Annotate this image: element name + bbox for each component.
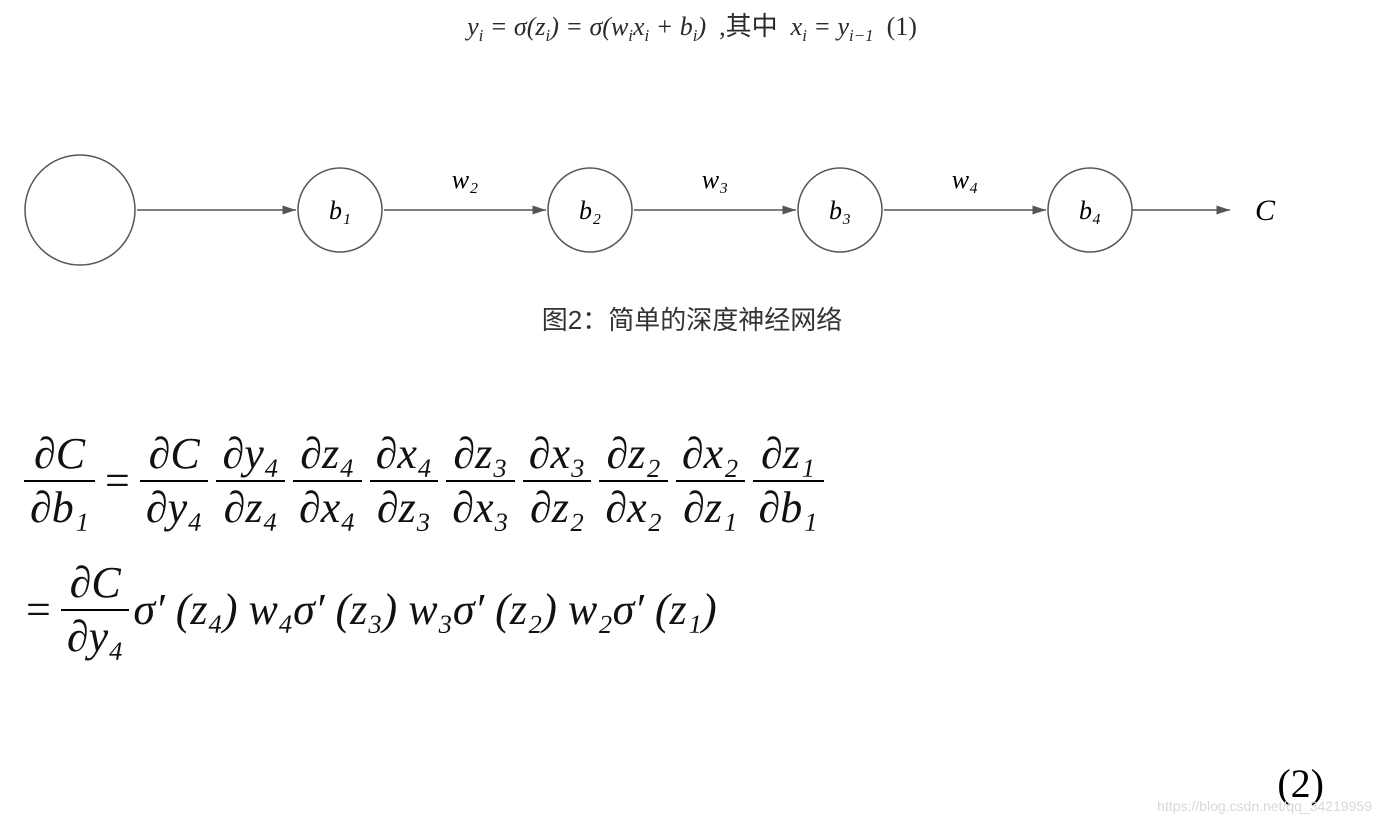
node-label-n4: b₄ — [1079, 196, 1101, 225]
watermark: https://blog.csdn.net/qq_34219959 — [1157, 798, 1372, 814]
eq2-rhs-frac-7: ∂x₂∂z₁ — [676, 430, 745, 533]
node-label-n2: b₂ — [579, 196, 601, 225]
eq2-rhs-frac-1: ∂y₄∂z₄ — [216, 430, 285, 533]
network-svg: b₁ b₂ b₃ b₄ w₂ w₃ w₄ C — [10, 140, 1374, 280]
eq2-line2-tail: σ′ (z₄) w₄σ′ (z₃) w₃σ′ (z₂) w₂σ′ (z₁) — [133, 585, 716, 634]
eq2-rhs-frac-5: ∂x₃∂z₂ — [523, 430, 592, 533]
equation-2-line2: =∂C∂y₄σ′ (z₄) w₄σ′ (z₃) w₃σ′ (z₂) w₂σ′ (… — [20, 559, 828, 662]
equation-1: yi = σ(zi) = σ(wixi + bi) ,其中 xi = yi−1 … — [0, 6, 1384, 46]
eq2-rhs-frac-8: ∂z₁∂b₁ — [753, 430, 824, 533]
eq2-rhs-frac-2: ∂z₄∂x₄ — [293, 430, 362, 533]
eq2-rhs-frac-3: ∂x₄∂z₃ — [370, 430, 439, 533]
eq2-line2-frac: ∂C∂y₄ — [61, 559, 130, 662]
edge-label-n3-n4: w₄ — [952, 165, 978, 194]
equation-2-line1: ∂C∂b₁=∂C∂y₄∂y₄∂z₄∂z₄∂x₄∂x₄∂z₃∂z₃∂x₃∂x₃∂z… — [20, 430, 828, 533]
eq2-lhs: ∂C∂b₁ — [24, 430, 95, 533]
eq2-rhs-frac-0: ∂C∂y₄ — [140, 430, 209, 533]
edge-label-n1-n2: w₂ — [452, 165, 478, 194]
network-diagram: b₁ b₂ b₃ b₄ w₂ w₃ w₄ C — [10, 140, 1374, 280]
node-label-n3: b₃ — [829, 196, 851, 225]
equation-2: ∂C∂b₁=∂C∂y₄∂y₄∂z₄∂z₄∂x₄∂x₄∂z₃∂z₃∂x₃∂x₃∂z… — [20, 430, 828, 688]
edge-label-n2-n3: w₃ — [702, 165, 728, 194]
output-label: C — [1255, 194, 1276, 227]
node-label-n1: b₁ — [329, 196, 351, 225]
equation-1-text: yi = σ(zi) = σ(wixi + bi) ,其中 xi = yi−1 … — [467, 12, 917, 41]
eq2-rhs-frac-6: ∂z₂∂x₂ — [599, 430, 668, 533]
node-n0 — [25, 155, 135, 265]
figure-caption: 图2：简单的深度神经网络 — [0, 300, 1384, 337]
eq2-rhs-frac-4: ∂z₃∂x₃ — [446, 430, 515, 533]
